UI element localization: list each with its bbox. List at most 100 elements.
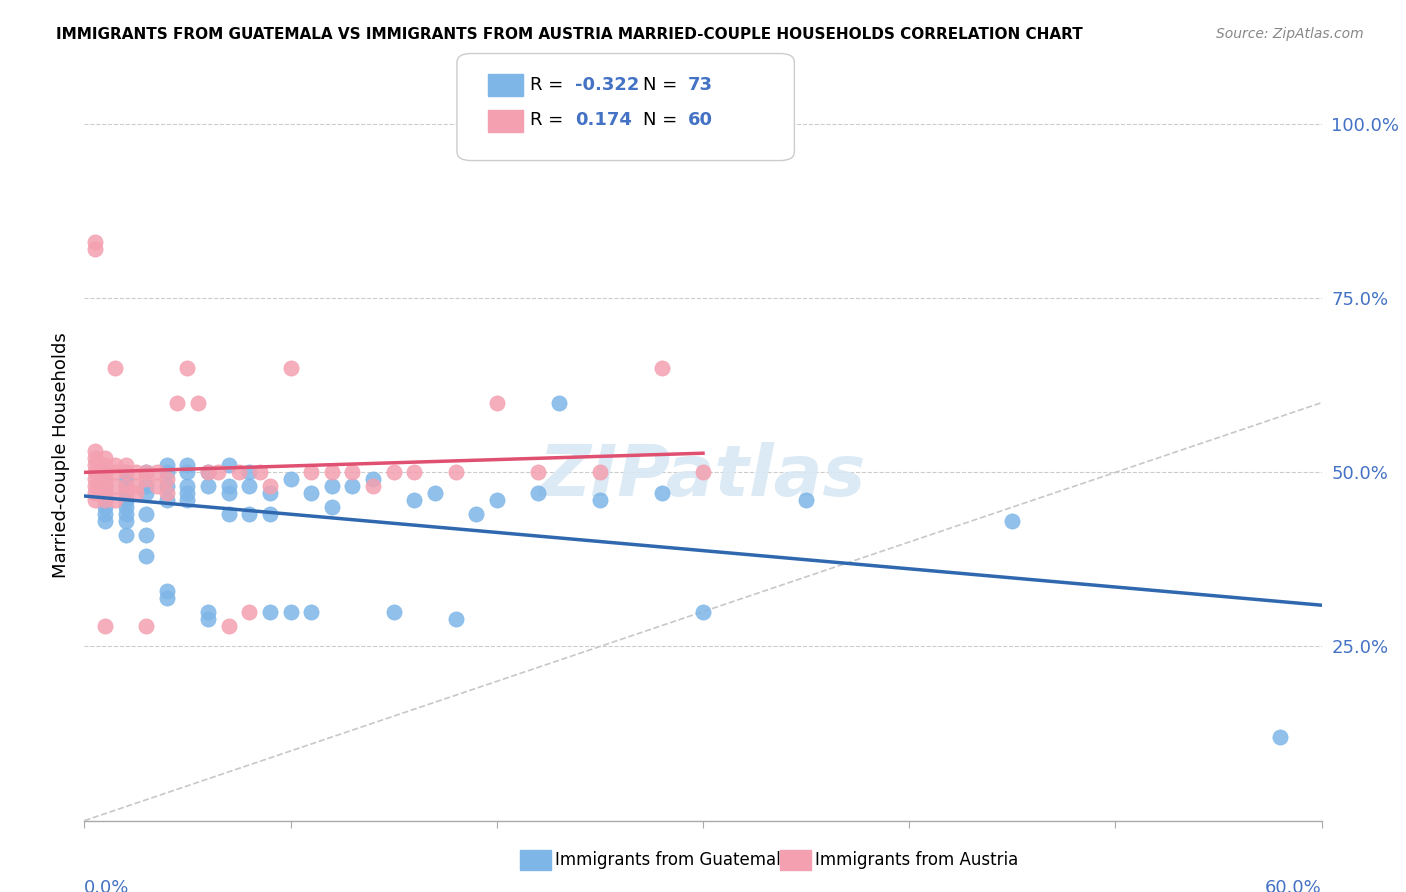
Point (176, 458, 198, 473)
Point (218, 507, 240, 521)
Point (228, 466, 250, 480)
Text: 73: 73 (688, 76, 713, 94)
Point (280, 605, 302, 619)
Text: R =: R = (530, 76, 569, 94)
Text: IMMIGRANTS FROM GUATEMALA VS IMMIGRANTS FROM AUSTRIA MARRIED-COUPLE HOUSEHOLDS C: IMMIGRANTS FROM GUATEMALA VS IMMIGRANTS … (56, 27, 1083, 42)
Point (94, 466, 117, 480)
Point (176, 360, 198, 375)
Point (218, 486, 240, 500)
Point (104, 479, 127, 493)
Point (94, 479, 117, 493)
Point (404, 466, 426, 480)
Point (94, 458, 117, 473)
Point (135, 466, 157, 480)
Point (83, 243, 105, 257)
Point (94, 466, 117, 480)
Point (249, 466, 271, 480)
Point (238, 466, 260, 480)
Point (125, 466, 148, 480)
Point (114, 493, 136, 508)
Point (527, 466, 550, 480)
Point (166, 395, 188, 409)
Point (94, 466, 117, 480)
Point (156, 472, 179, 486)
Y-axis label: Married-couple Households: Married-couple Households (52, 332, 70, 578)
Point (259, 486, 281, 500)
Point (135, 549, 157, 563)
Text: ZIPatlas: ZIPatlas (540, 442, 866, 511)
Point (83, 479, 105, 493)
Point (135, 479, 157, 493)
Point (238, 507, 260, 521)
Point (83, 486, 105, 500)
Point (238, 479, 260, 493)
Point (176, 493, 198, 508)
Point (156, 479, 179, 493)
Point (259, 507, 281, 521)
Point (114, 500, 136, 515)
Point (589, 466, 612, 480)
Point (444, 612, 467, 626)
Text: N =: N = (643, 112, 682, 129)
Point (104, 493, 127, 508)
Point (94, 507, 117, 521)
Point (83, 466, 105, 480)
Point (156, 493, 179, 508)
Text: 0.174: 0.174 (575, 112, 631, 129)
Point (94, 472, 117, 486)
Point (114, 479, 136, 493)
Point (299, 486, 322, 500)
Text: 60.0%: 60.0% (1265, 880, 1322, 892)
Point (156, 583, 179, 598)
Point (135, 618, 157, 632)
Point (135, 472, 157, 486)
Point (197, 605, 219, 619)
Point (197, 479, 219, 493)
Point (145, 466, 167, 480)
Point (692, 466, 714, 480)
Point (342, 479, 364, 493)
Point (114, 528, 136, 542)
Point (83, 458, 105, 473)
Point (238, 605, 260, 619)
Point (547, 395, 569, 409)
Point (104, 458, 127, 473)
Point (94, 479, 117, 493)
Point (299, 466, 322, 480)
Point (83, 235, 105, 250)
Text: R =: R = (530, 112, 575, 129)
Point (114, 479, 136, 493)
Point (382, 605, 405, 619)
Point (114, 514, 136, 528)
Point (321, 479, 343, 493)
Point (83, 493, 105, 508)
Point (589, 493, 612, 508)
Point (176, 479, 198, 493)
Point (259, 605, 281, 619)
Text: 0.0%: 0.0% (84, 880, 129, 892)
Text: Immigrants from Guatemala: Immigrants from Guatemala (555, 851, 792, 869)
Point (176, 466, 198, 480)
Point (404, 493, 426, 508)
Point (197, 466, 219, 480)
Point (156, 458, 179, 473)
Point (94, 486, 117, 500)
Point (83, 444, 105, 458)
Point (94, 486, 117, 500)
Point (135, 466, 157, 480)
Point (114, 458, 136, 473)
Text: 60: 60 (688, 112, 713, 129)
Point (156, 591, 179, 605)
Point (485, 395, 508, 409)
Point (218, 479, 240, 493)
Point (527, 486, 550, 500)
Point (114, 507, 136, 521)
Point (444, 466, 467, 480)
Point (94, 451, 117, 466)
Text: N =: N = (643, 76, 682, 94)
Point (259, 479, 281, 493)
Point (114, 486, 136, 500)
Point (299, 605, 322, 619)
Point (94, 493, 117, 508)
Point (692, 605, 714, 619)
